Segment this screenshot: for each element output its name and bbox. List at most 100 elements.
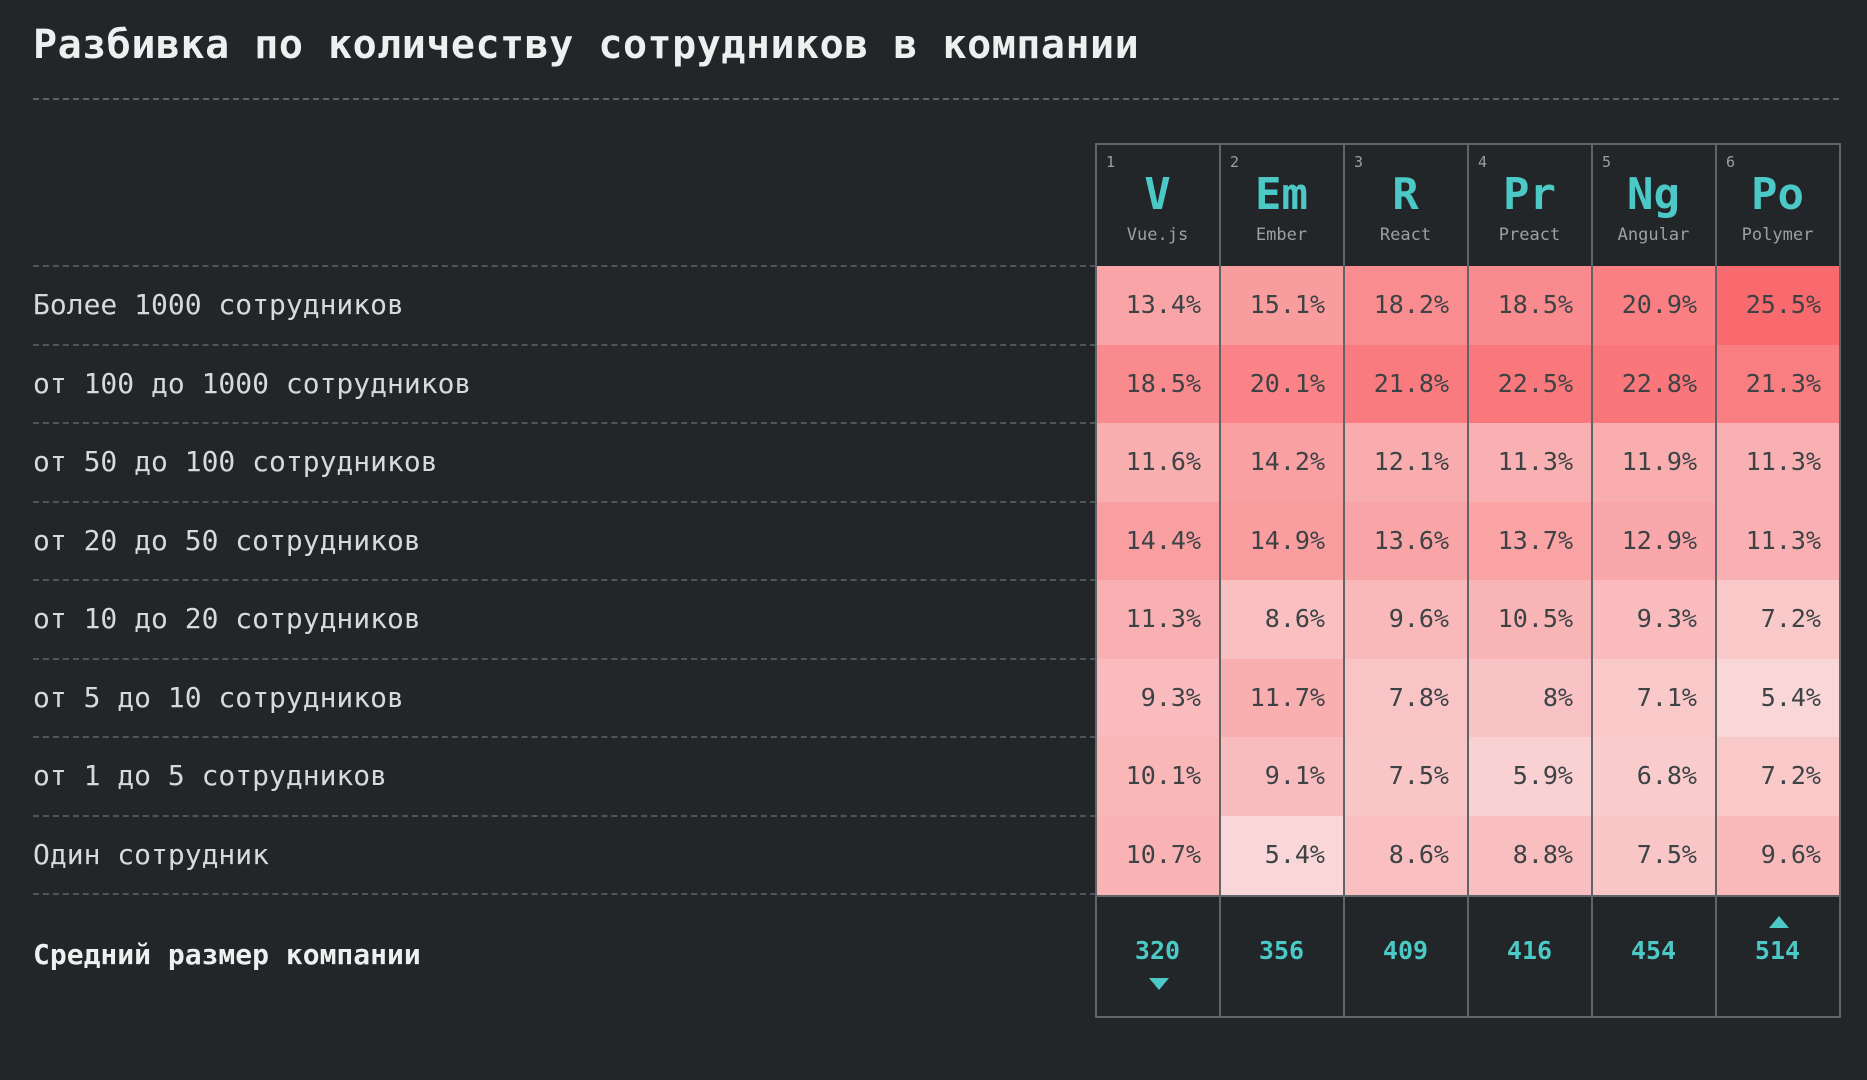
heatmap-cell: 15.1% <box>1220 266 1343 345</box>
heatmap-cell: 10.1% <box>1096 737 1219 816</box>
row-divider <box>33 579 1096 581</box>
column-name: React <box>1379 225 1432 245</box>
row-divider <box>33 422 1096 424</box>
row-divider <box>33 265 1096 267</box>
row-gridline <box>1095 143 1841 145</box>
heatmap-cell: 25.5% <box>1716 266 1839 345</box>
heatmap-cell: 12.9% <box>1592 501 1715 581</box>
average-size-value: 356 <box>1258 936 1305 965</box>
row-divider <box>33 657 1096 660</box>
heatmap-cell: 7.2% <box>1716 580 1839 659</box>
heatmap-cell: 10.5% <box>1468 580 1591 659</box>
average-size-cell: 454 <box>1592 895 1715 1015</box>
average-size-cell: 320 <box>1096 895 1219 1015</box>
column-rank: 1 <box>1106 153 1116 171</box>
heatmap-cell: 7.5% <box>1344 737 1467 816</box>
heatmap-cell: 13.4% <box>1096 266 1219 345</box>
min-marker-icon <box>1149 978 1169 990</box>
heatmap-cell: 8% <box>1468 658 1591 738</box>
heatmap-cell: 9.3% <box>1592 580 1715 659</box>
row-divider <box>33 500 1096 503</box>
column-name: Ember <box>1255 225 1308 245</box>
column-symbol: Em <box>1255 169 1308 220</box>
heatmap-cell: 8.8% <box>1468 815 1591 895</box>
column-header-polymer: 6 Po Polymer <box>1716 143 1839 265</box>
heatmap-cell: 7.5% <box>1592 815 1715 895</box>
average-size-value: 514 <box>1754 936 1801 965</box>
heatmap-cell: 7.8% <box>1344 658 1467 738</box>
heatmap-cell: 10.7% <box>1096 815 1219 895</box>
column-symbol: V <box>1144 169 1171 220</box>
heatmap-cell: 20.9% <box>1592 266 1715 345</box>
column-rank: 6 <box>1726 153 1736 171</box>
column-rank: 5 <box>1602 153 1612 171</box>
heatmap-cell: 7.1% <box>1592 658 1715 738</box>
row-label: от 20 до 50 сотрудников <box>33 523 421 557</box>
average-size-label: Средний размер компании <box>33 938 421 971</box>
column-name: Vue.js <box>1126 225 1189 245</box>
row-divider <box>33 736 1096 738</box>
column-name: Angular <box>1617 225 1690 245</box>
title-divider <box>33 98 1839 100</box>
heatmap-cell: 20.1% <box>1220 344 1343 424</box>
column-gridline <box>1219 143 1221 1018</box>
column-header-vuejs: 1 V Vue.js <box>1096 143 1219 265</box>
row-gridline <box>1095 1016 1841 1018</box>
column-name: Preact <box>1498 225 1561 245</box>
column-header-ember: 2 Em Ember <box>1220 143 1343 265</box>
row-gridline <box>1095 895 1841 897</box>
column-rank: 3 <box>1354 153 1364 171</box>
column-header-angular: 5 Ng Angular <box>1592 143 1715 265</box>
row-label: Более 1000 сотрудников <box>33 288 404 321</box>
row-label: от 10 до 20 сотрудников <box>33 602 421 635</box>
heatmap-cell: 18.2% <box>1344 266 1467 345</box>
row-label: от 50 до 100 сотрудников <box>33 445 438 478</box>
column-gridline <box>1095 143 1097 1018</box>
heatmap-cell: 9.6% <box>1344 580 1467 659</box>
heatmap-cell: 18.5% <box>1096 344 1219 424</box>
heatmap-cell: 9.6% <box>1716 815 1839 895</box>
heatmap-cell: 11.3% <box>1096 580 1219 659</box>
heatmap-cell: 11.3% <box>1468 423 1591 502</box>
average-size-cell: 514 <box>1716 895 1839 1015</box>
heatmap-cell: 5.4% <box>1716 658 1839 738</box>
heatmap-cell: 8.6% <box>1344 815 1467 895</box>
heatmap-cell: 22.8% <box>1592 344 1715 424</box>
row-label: от 5 до 10 сотрудников <box>33 680 404 714</box>
heatmap-cell: 22.5% <box>1468 344 1591 424</box>
row-label: от 1 до 5 сотрудников <box>33 759 388 792</box>
column-name: Polymer <box>1741 225 1814 245</box>
chart-title: Разбивка по количеству сотрудников в ком… <box>33 22 1140 68</box>
max-marker-icon <box>1769 916 1789 928</box>
average-size-cell: 416 <box>1468 895 1591 1015</box>
heatmap-cell: 7.2% <box>1716 737 1839 816</box>
average-size-value: 320 <box>1134 936 1181 965</box>
column-rank: 4 <box>1478 153 1488 171</box>
average-size-cell: 356 <box>1220 895 1343 1015</box>
column-header-react: 3 R React <box>1344 143 1467 265</box>
heatmap-cell: 5.4% <box>1220 815 1343 895</box>
column-rank: 2 <box>1230 153 1240 171</box>
heatmap-cell: 14.4% <box>1096 501 1219 581</box>
column-gridline <box>1467 143 1469 1018</box>
heatmap-cell: 11.6% <box>1096 423 1219 502</box>
average-size-value: 409 <box>1382 936 1429 965</box>
heatmap-cell: 5.9% <box>1468 737 1591 816</box>
column-header-preact: 4 Pr Preact <box>1468 143 1591 265</box>
column-gridline <box>1715 143 1717 1018</box>
row-divider <box>33 343 1096 346</box>
heatmap-cell: 11.3% <box>1716 501 1839 581</box>
column-symbol: Po <box>1751 169 1804 220</box>
average-size-cell: 409 <box>1344 895 1467 1015</box>
column-gridline <box>1591 143 1593 1018</box>
heatmap-cell: 9.3% <box>1096 658 1219 738</box>
heatmap-cell: 11.3% <box>1716 423 1839 502</box>
heatmap-cell: 11.9% <box>1592 423 1715 502</box>
heatmap-cell: 21.3% <box>1716 344 1839 424</box>
heatmap-cell: 14.9% <box>1220 501 1343 581</box>
column-gridline <box>1839 143 1841 1018</box>
column-symbol: Pr <box>1503 169 1556 220</box>
heatmap-cell: 6.8% <box>1592 737 1715 816</box>
heatmap-cell: 14.2% <box>1220 423 1343 502</box>
row-divider <box>33 893 1096 895</box>
